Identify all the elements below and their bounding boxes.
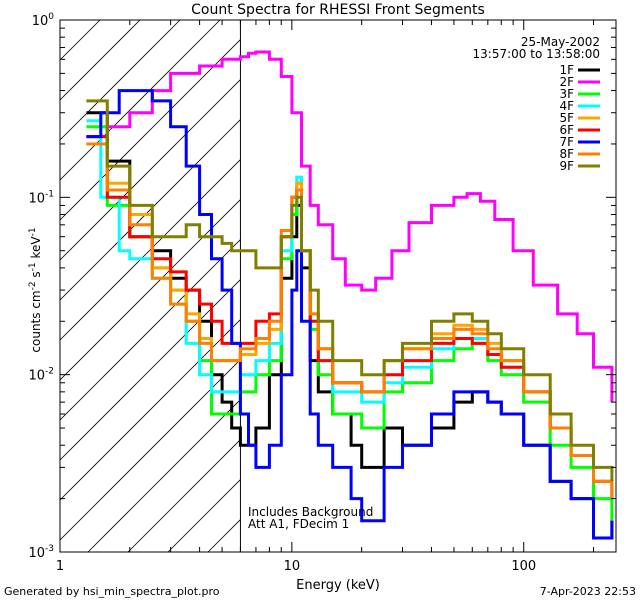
legend-label-9f: 9F	[559, 159, 574, 173]
svg-text:counts cm-2 s-1 keV-1: counts cm-2 s-1 keV-1	[28, 227, 43, 352]
x-tick-label: 10	[284, 559, 301, 574]
series-line-9f	[86, 99, 614, 482]
hatch-line	[60, 20, 141, 101]
hatch-line	[60, 39, 241, 221]
hatch-line	[60, 20, 221, 181]
annotation-background: Includes Background	[248, 505, 373, 519]
hatch-line	[60, 199, 241, 381]
hatch-line	[127, 439, 241, 552]
y-axis-label: counts cm-2 s-1 keV-1	[28, 227, 43, 352]
hatch-line	[60, 20, 101, 61]
legend-label-2f: 2F	[559, 75, 574, 89]
hatch-line	[207, 519, 241, 552]
hatch-line	[60, 279, 241, 461]
hatch-line	[60, 239, 241, 421]
legend-label-3f: 3F	[559, 87, 574, 101]
legend-label-4f: 4F	[559, 99, 574, 113]
hatch-line	[167, 479, 241, 552]
y-tick-label: 10-2	[28, 367, 54, 384]
legend-label-8f: 8F	[559, 147, 574, 161]
footer-generated-by: Generated by hsi_min_spectra_plot.pro	[4, 585, 220, 598]
hatch-line	[60, 20, 181, 141]
y-tick-label: 10-1	[28, 189, 54, 206]
hatch-line	[87, 399, 241, 552]
y-tick-label: 10-3	[28, 544, 54, 561]
hatch-line	[60, 119, 241, 301]
hatch-line	[60, 359, 241, 541]
annotation-attenuator: Att A1, FDecim 1	[248, 517, 349, 531]
hatch-line	[60, 79, 241, 261]
x-axis-label: Energy (keV)	[296, 578, 380, 593]
axis-ticks: 1 10 100 10-3 10-2 10-1 100	[28, 12, 616, 574]
chart-title: Count Spectra for RHESSI Front Segments	[191, 2, 485, 18]
hatch-line	[60, 159, 241, 341]
series-line-1f	[86, 111, 614, 540]
x-tick-label: 1	[56, 559, 64, 574]
series-lines	[86, 50, 614, 540]
time-range-label: 13:57:00 to 13:58:00	[473, 47, 600, 61]
date-label: 25-May-2002	[521, 35, 600, 49]
series-line-3f	[86, 125, 614, 521]
series-line-4f	[86, 119, 614, 499]
legend-label-7f: 7F	[559, 135, 574, 149]
hatch-line	[60, 319, 241, 501]
legend-label-1f: 1F	[559, 63, 574, 77]
series-line-2f	[86, 50, 614, 403]
legend-label-5f: 5F	[559, 111, 574, 125]
y-tick-label: 100	[32, 12, 55, 29]
footer-timestamp: 7-Apr-2023 22:53	[540, 585, 636, 598]
x-tick-label: 100	[511, 559, 536, 574]
legend-label-6f: 6F	[559, 123, 574, 137]
plot-frame	[59, 19, 617, 553]
